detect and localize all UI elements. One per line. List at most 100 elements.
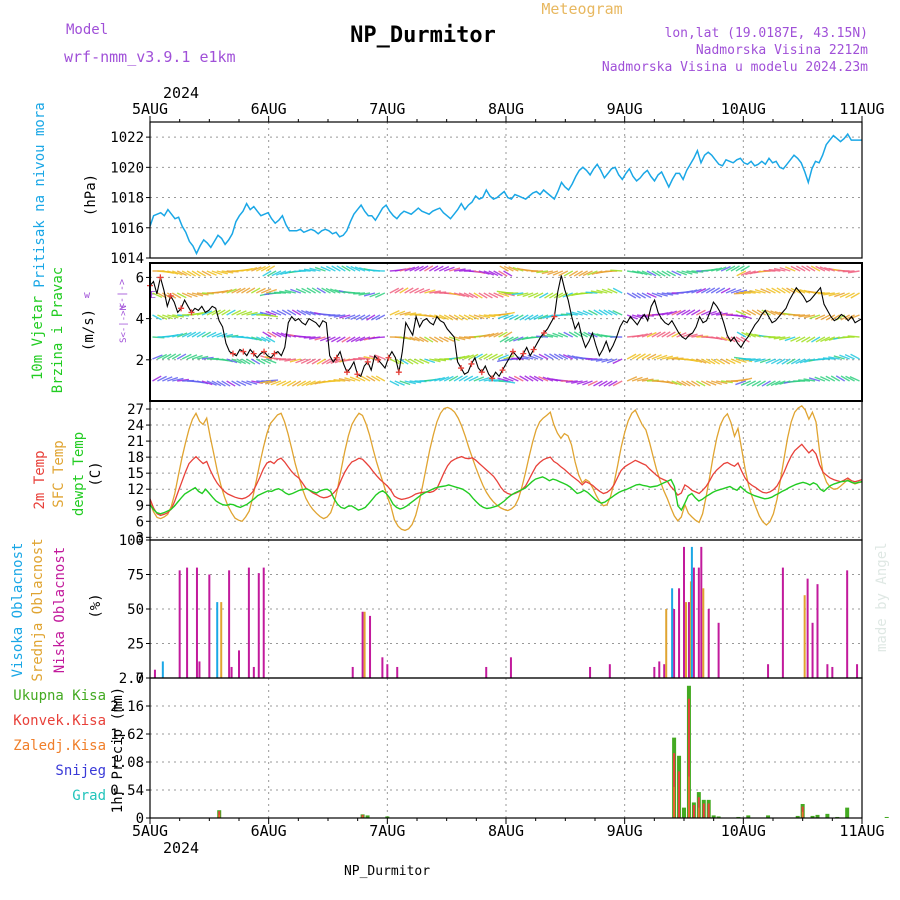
wind-arrow bbox=[152, 292, 163, 299]
wind-arrow bbox=[176, 332, 188, 338]
wind-arrow bbox=[746, 380, 757, 387]
gust-marker bbox=[344, 369, 351, 376]
wind-arrow bbox=[305, 380, 316, 386]
wind-arrow bbox=[546, 333, 559, 338]
low-cloud-bar bbox=[485, 666, 488, 678]
dewpt-line bbox=[149, 476, 863, 515]
total-rain-bar bbox=[766, 815, 771, 818]
conv-rain-bar bbox=[707, 803, 710, 818]
wind-arrow bbox=[434, 358, 447, 362]
wind-arrow bbox=[631, 292, 641, 299]
wind-arrow bbox=[152, 354, 163, 360]
model-elevation: Nadmorska Visina u modelu 2024.23m bbox=[602, 60, 868, 75]
wind-arrow bbox=[815, 265, 826, 272]
wind-arrow bbox=[493, 331, 504, 338]
hail-label: Grad bbox=[72, 788, 106, 804]
wind-arrow bbox=[806, 336, 816, 343]
wind-arrow bbox=[558, 353, 569, 360]
wind-arrow bbox=[770, 310, 781, 316]
wind-arrow bbox=[265, 310, 277, 316]
wind-arrow bbox=[582, 270, 593, 277]
low-cloud-bar bbox=[589, 666, 592, 678]
wind-arrow bbox=[626, 376, 638, 382]
wind-arrow bbox=[823, 292, 835, 296]
wind-arrow bbox=[453, 336, 466, 341]
wind-arrow bbox=[453, 355, 466, 360]
wind-arrow bbox=[372, 336, 385, 339]
conv-rain-label: Konvek.Kisa bbox=[13, 713, 106, 729]
elevation: Nadmorska Visina 2212m bbox=[696, 43, 868, 58]
wind-arrow bbox=[735, 380, 747, 386]
wind-arrow bbox=[803, 314, 816, 319]
wind-arrow bbox=[265, 358, 277, 364]
wind-arrow bbox=[751, 309, 761, 316]
frozen-rain-label: Zaledj.Kisa bbox=[13, 738, 106, 754]
wind-arrow bbox=[354, 266, 366, 272]
wind-arrow bbox=[262, 270, 272, 277]
wind-arrow bbox=[267, 331, 277, 338]
wind-arrow bbox=[720, 265, 731, 272]
wind-arrow bbox=[366, 375, 376, 382]
wind-arrow bbox=[251, 312, 264, 316]
wind-arrow bbox=[716, 312, 728, 316]
wind-arrow bbox=[314, 336, 326, 341]
wind-arrow bbox=[453, 375, 463, 382]
wind-arrow bbox=[186, 292, 198, 298]
wind-arrow bbox=[458, 354, 470, 360]
wind-arrow bbox=[211, 270, 223, 276]
wind-arrow bbox=[773, 336, 786, 340]
wind-arrow bbox=[251, 358, 261, 365]
wind-arrow bbox=[759, 358, 771, 364]
wind-arrow bbox=[226, 288, 237, 294]
subtitle: Meteogram bbox=[541, 0, 622, 18]
wind-arrow bbox=[651, 270, 661, 277]
wind-arrow bbox=[191, 270, 201, 277]
y-tick-label: 1.62 bbox=[110, 727, 144, 743]
wind-arrow bbox=[784, 336, 796, 342]
wind-arrow bbox=[840, 375, 850, 382]
wind-arrow bbox=[646, 331, 657, 338]
wind-arrow bbox=[284, 358, 296, 362]
wind-arrow bbox=[264, 380, 277, 385]
wind-arrow bbox=[206, 309, 217, 316]
high-cloud-bar bbox=[671, 588, 674, 678]
wind-arrow bbox=[334, 358, 346, 364]
wind-arrow bbox=[429, 265, 439, 272]
wind-arrow bbox=[671, 380, 682, 386]
y-tick-label: 1022 bbox=[110, 130, 144, 146]
wind-arrow bbox=[511, 292, 524, 296]
wind-arrow bbox=[201, 270, 212, 277]
wind-arrow bbox=[651, 292, 663, 298]
wind-arrow bbox=[171, 292, 182, 299]
wind-arrow bbox=[256, 336, 267, 342]
wind-arrow bbox=[186, 331, 197, 338]
wind-arrow bbox=[374, 354, 386, 360]
wind-arrow bbox=[603, 309, 613, 316]
wind-arrow bbox=[424, 358, 436, 364]
gust-marker bbox=[520, 350, 527, 357]
wind-arrow bbox=[320, 266, 331, 272]
low-cloud-bar bbox=[195, 567, 198, 678]
wind-arrow bbox=[696, 358, 707, 364]
gust-marker bbox=[157, 274, 164, 281]
low-cloud-bar bbox=[673, 609, 676, 678]
wind-arrow bbox=[765, 309, 776, 316]
wind-arrow bbox=[710, 287, 721, 294]
wind-arrow bbox=[536, 335, 549, 338]
wind-arrow bbox=[560, 313, 573, 316]
wind-arrow bbox=[686, 289, 698, 294]
wind-arrow bbox=[298, 269, 311, 272]
wind-arrow bbox=[745, 332, 756, 338]
wind-arrow bbox=[710, 267, 723, 272]
total-rain-bar bbox=[815, 814, 820, 818]
wind-arrow bbox=[819, 266, 831, 272]
wind-arrow bbox=[226, 380, 236, 387]
day-label-top: 8AUG bbox=[488, 100, 524, 118]
wind-arrow bbox=[770, 380, 781, 387]
wind-arrow bbox=[463, 375, 474, 382]
wind-arrow bbox=[266, 270, 277, 277]
wind-arrow bbox=[596, 289, 608, 294]
wind-arrow bbox=[631, 376, 643, 382]
wind-arrow bbox=[765, 358, 776, 364]
wind-arrow bbox=[162, 292, 172, 299]
